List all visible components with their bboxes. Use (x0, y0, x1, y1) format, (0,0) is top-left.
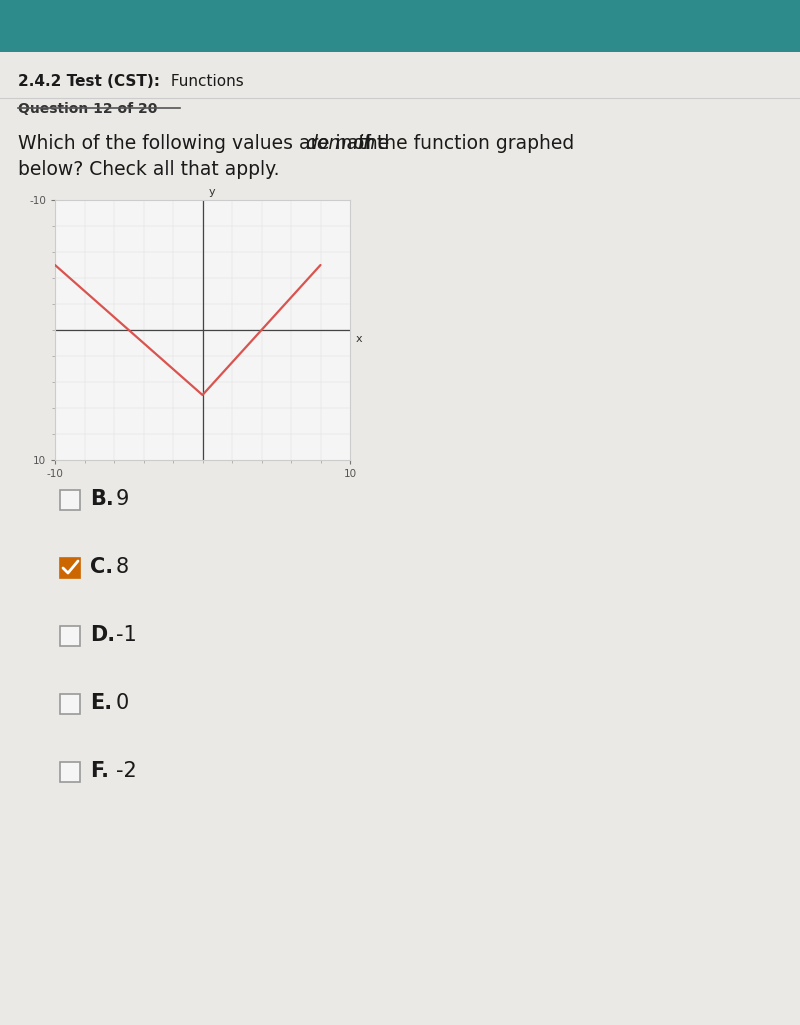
Text: 8: 8 (116, 557, 129, 577)
Text: -1: -1 (116, 625, 137, 645)
Text: D.: D. (90, 625, 115, 645)
Bar (60, 626, 80, 646)
Text: 9: 9 (116, 489, 130, 509)
Text: below? Check all that apply.: below? Check all that apply. (18, 160, 279, 179)
Text: x: x (356, 334, 362, 343)
Text: C.: C. (90, 557, 113, 577)
Bar (60, 694, 80, 714)
Bar (60, 762, 80, 782)
Bar (60, 490, 80, 510)
Text: A.: A. (90, 421, 114, 441)
Text: Which of the following values are in the: Which of the following values are in the (18, 134, 395, 153)
Bar (60, 558, 80, 578)
Text: F.: F. (90, 761, 109, 781)
Text: 2.4.2 Test (CST):: 2.4.2 Test (CST): (18, 74, 160, 89)
Text: 5: 5 (116, 421, 130, 441)
Text: Functions: Functions (166, 74, 244, 89)
Text: Question 12 of 20: Question 12 of 20 (18, 102, 158, 116)
Text: B.: B. (90, 489, 114, 509)
Bar (0, 0, 800, 52)
Text: domain: domain (305, 134, 375, 153)
Text: 0: 0 (116, 693, 130, 713)
Text: E.: E. (90, 693, 112, 713)
Text: y: y (208, 187, 215, 197)
Text: of the function graphed: of the function graphed (347, 134, 574, 153)
Text: -2: -2 (116, 761, 137, 781)
Bar (60, 422, 80, 442)
